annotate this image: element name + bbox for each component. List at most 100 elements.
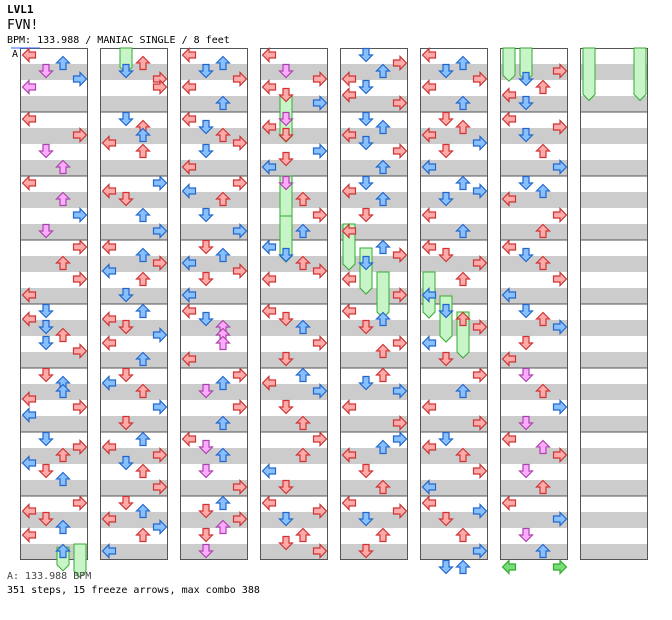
beat-stripe	[180, 128, 248, 144]
down-arrow	[358, 543, 374, 559]
up-arrow	[295, 415, 311, 431]
right-arrow	[312, 383, 328, 399]
right-arrow	[312, 263, 328, 279]
chart-column	[260, 48, 328, 560]
down-arrow	[278, 351, 294, 367]
beat-stripe	[500, 352, 568, 368]
beat-stripe	[180, 192, 248, 208]
beat-stripe	[580, 480, 648, 496]
beat-stripe	[420, 256, 488, 272]
up-arrow	[215, 447, 231, 463]
down-arrow	[38, 143, 54, 159]
beat-stripe	[500, 224, 568, 240]
beat-stripe	[20, 192, 88, 208]
up-arrow	[215, 191, 231, 207]
up-arrow	[135, 55, 151, 71]
beat-stripe	[500, 288, 568, 304]
up-arrow	[135, 431, 151, 447]
right-arrow	[392, 247, 408, 263]
left-arrow	[421, 495, 437, 511]
down-arrow	[518, 247, 534, 263]
down-arrow	[438, 111, 454, 127]
beat-stripe	[580, 64, 648, 80]
right-arrow	[72, 495, 88, 511]
beat-stripe	[500, 64, 568, 80]
up-arrow	[295, 255, 311, 271]
up-arrow	[535, 383, 551, 399]
column-border	[500, 48, 568, 560]
right-arrow	[312, 335, 328, 351]
freeze-arrow	[502, 47, 516, 82]
down-arrow	[38, 367, 54, 383]
up-arrow	[375, 63, 391, 79]
right-arrow	[392, 55, 408, 71]
beat-stripe	[180, 288, 248, 304]
left-arrow	[421, 127, 437, 143]
down-arrow	[38, 511, 54, 527]
left-arrow	[261, 79, 277, 95]
right-arrow	[392, 415, 408, 431]
beat-stripe	[100, 128, 168, 144]
up-arrow	[55, 191, 71, 207]
beat-stripe	[100, 192, 168, 208]
left-arrow	[181, 159, 197, 175]
freeze-arrow	[376, 271, 390, 319]
beat-stripe	[340, 352, 408, 368]
beat-stripe	[180, 352, 248, 368]
beat-stripe	[500, 512, 568, 528]
beat-stripe	[420, 448, 488, 464]
down-arrow	[358, 111, 374, 127]
down-arrow	[198, 143, 214, 159]
left-arrow	[181, 287, 197, 303]
up-arrow	[295, 191, 311, 207]
right-arrow	[392, 503, 408, 519]
left-arrow	[501, 431, 517, 447]
up-arrow	[215, 519, 231, 535]
right-arrow	[552, 271, 568, 287]
left-arrow	[101, 135, 117, 151]
up-arrow	[455, 223, 471, 239]
up-arrow	[455, 175, 471, 191]
beat-stripe	[20, 96, 88, 112]
right-arrow	[552, 511, 568, 527]
right-arrow	[552, 119, 568, 135]
up-arrow	[455, 383, 471, 399]
left-arrow	[21, 47, 37, 63]
up-arrow	[135, 207, 151, 223]
right-arrow	[472, 367, 488, 383]
beat-stripe	[340, 128, 408, 144]
left-arrow	[501, 495, 517, 511]
beat-stripe	[420, 224, 488, 240]
up-arrow	[215, 495, 231, 511]
beat-stripe	[500, 96, 568, 112]
beat-stripe	[20, 512, 88, 528]
up-arrow	[55, 543, 71, 559]
down-arrow	[198, 63, 214, 79]
down-arrow	[518, 95, 534, 111]
right-arrow	[232, 263, 248, 279]
right-arrow	[552, 399, 568, 415]
left-arrow	[421, 207, 437, 223]
beat-stripe	[20, 288, 88, 304]
left-arrow	[421, 47, 437, 63]
down-arrow	[358, 175, 374, 191]
beat-stripe	[260, 416, 328, 432]
beat-stripe	[420, 192, 488, 208]
chart-column	[20, 48, 88, 560]
column-border	[340, 48, 408, 560]
left-arrow	[101, 335, 117, 351]
column-border	[20, 48, 88, 560]
beat-stripe	[20, 480, 88, 496]
right-arrow	[312, 71, 328, 87]
down-arrow	[358, 207, 374, 223]
up-arrow	[135, 271, 151, 287]
bpm-footnote: A: 133.988 BPM	[7, 571, 92, 582]
column-border	[260, 48, 328, 560]
freeze-arrow	[439, 295, 453, 343]
down-arrow	[118, 455, 134, 471]
right-arrow	[312, 95, 328, 111]
beat-stripe	[580, 352, 648, 368]
beat-stripe	[260, 352, 328, 368]
right-arrow	[152, 223, 168, 239]
down-arrow	[518, 303, 534, 319]
